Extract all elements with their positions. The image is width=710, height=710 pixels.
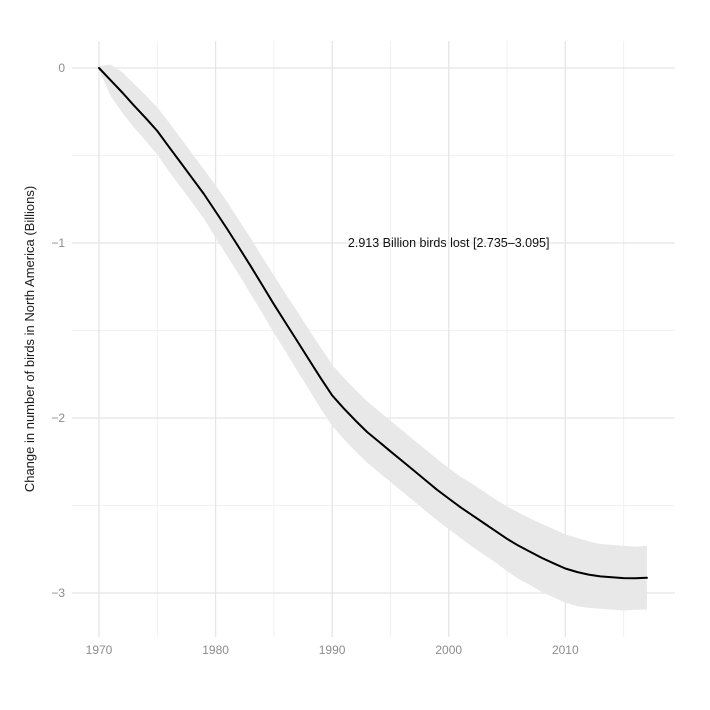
trend-line [98,67,648,580]
y-tick-label: −2 [51,411,65,425]
y-axis-title: Change in number of birds in North Ameri… [22,186,37,492]
x-tick-label: 1990 [319,643,346,657]
annotation-label: 2.913 Billion birds lost [2.735–3.095] [348,236,550,250]
y-axis-tick-labels: 0 −1 −2 −3 [51,61,65,600]
x-tick-label: 2010 [552,643,579,657]
confidence-ribbon [99,64,647,611]
x-tick-label: 1980 [202,643,229,657]
x-tick-label: 1970 [86,643,113,657]
y-tick-label: 0 [58,61,65,75]
x-tick-label: 2000 [435,643,462,657]
x-axis-tick-labels: 1970 1980 1990 2000 2010 [86,643,579,657]
y-tick-label: −1 [51,236,65,250]
y-tick-label: −3 [51,586,65,600]
